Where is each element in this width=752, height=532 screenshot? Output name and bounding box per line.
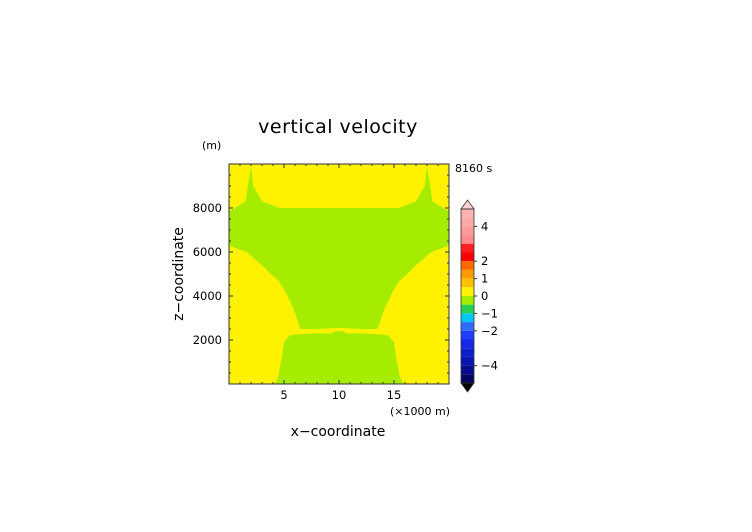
y-tick-label: 4000 xyxy=(193,289,222,303)
colorbar-ticks: 4 2 1 0 −1 −2 −4 xyxy=(474,219,498,373)
colorbar-band xyxy=(461,252,474,262)
field-region-1 xyxy=(275,332,403,384)
plot-area: 5 10 15 2000 4000 6000 8000 xyxy=(193,163,450,402)
colorbar-band xyxy=(461,243,474,253)
colorbar-band xyxy=(461,261,474,270)
chart-title: vertical velocity xyxy=(258,116,418,138)
colorbar-band xyxy=(461,313,474,323)
time-label: 8160 s xyxy=(455,162,492,175)
colorbar-band xyxy=(461,235,474,244)
y-axis-ticks: 2000 4000 6000 8000 xyxy=(193,174,449,374)
x-axis-label: x−coordinate xyxy=(291,424,386,440)
field-region-2 xyxy=(284,331,394,384)
colorbar-bands xyxy=(461,209,474,383)
colorbar-band xyxy=(461,209,474,218)
colorbar-tick-label: 0 xyxy=(481,289,488,303)
x-tick-label: 10 xyxy=(332,388,347,402)
colorbar-tick-label: 1 xyxy=(481,272,488,286)
colorbar-band xyxy=(461,304,474,314)
y-tick-label: 6000 xyxy=(193,245,222,259)
colorbar-band xyxy=(461,356,474,366)
y-tick-label: 8000 xyxy=(193,201,222,215)
colorbar-tick-label: −1 xyxy=(481,306,498,320)
colorbar-band xyxy=(461,330,474,340)
colorbar-band xyxy=(461,226,474,236)
y-axis-label: z−coordinate xyxy=(171,227,187,321)
colorbar-band xyxy=(461,339,474,349)
y-units-label: (m) xyxy=(202,139,221,152)
colorbar-band xyxy=(461,287,474,296)
y-tick-label: 2000 xyxy=(193,333,222,347)
colorbar-band xyxy=(461,217,474,227)
colorbar-band xyxy=(461,365,474,375)
x-tick-label: 5 xyxy=(280,388,287,402)
colorbar-band xyxy=(461,296,474,305)
x-units-label: (×1000 m) xyxy=(390,405,450,418)
colorbar-tick-label: 4 xyxy=(481,219,488,233)
colorbar-tick-label: −4 xyxy=(481,359,498,373)
colorbar-tick-label: 2 xyxy=(481,254,488,268)
colorbar-band xyxy=(461,269,474,279)
colorbar-band xyxy=(461,348,474,357)
x-tick-label: 15 xyxy=(387,388,402,402)
colorbar-band xyxy=(461,278,474,288)
x-axis-ticks: 5 10 15 xyxy=(239,164,439,402)
colorbar-under-triangle xyxy=(460,382,475,393)
colorbar-band xyxy=(461,374,474,383)
colorbar-band xyxy=(461,322,474,331)
field-regions xyxy=(229,166,449,384)
field-region-0 xyxy=(229,166,449,329)
colorbar-over-triangle xyxy=(460,199,475,210)
colorbar-tick-label: −2 xyxy=(481,324,498,338)
colorbar: 4 2 1 0 −1 −2 −4 xyxy=(460,199,498,393)
